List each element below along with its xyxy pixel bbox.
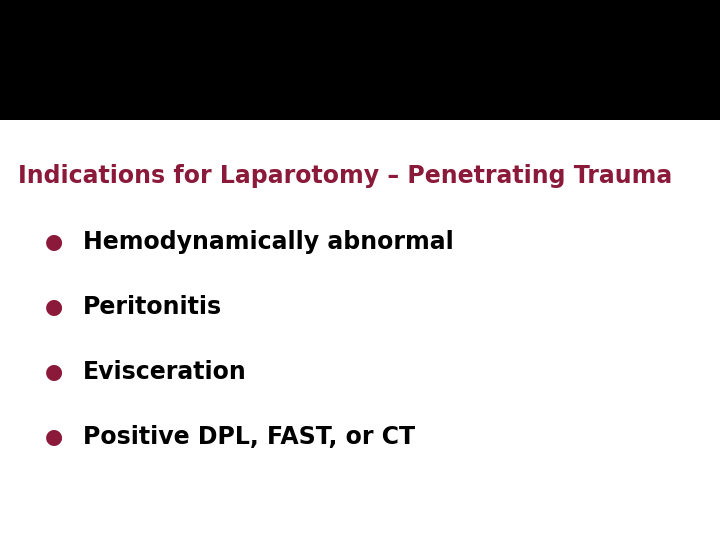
- Text: ●: ●: [45, 297, 63, 317]
- Text: ●: ●: [45, 232, 63, 252]
- Text: Indications for Laparotomy – Penetrating Trauma: Indications for Laparotomy – Penetrating…: [18, 164, 672, 188]
- Text: Hemodynamically abnormal: Hemodynamically abnormal: [83, 230, 454, 254]
- Text: ●: ●: [45, 362, 63, 382]
- Text: Secondary Survey: Secondary Survey: [14, 45, 523, 93]
- Text: Positive DPL, FAST, or CT: Positive DPL, FAST, or CT: [83, 425, 415, 449]
- Text: Peritonitis: Peritonitis: [83, 295, 222, 319]
- Text: Evisceration: Evisceration: [83, 360, 246, 384]
- Text: ●: ●: [45, 427, 63, 447]
